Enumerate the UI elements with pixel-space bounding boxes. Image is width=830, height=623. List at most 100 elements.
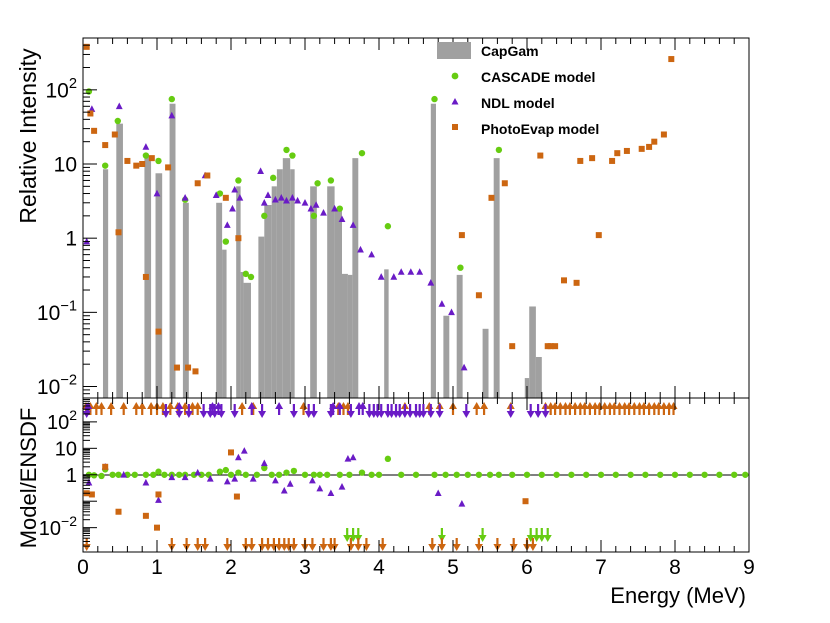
photoevap-upper-arrow-head xyxy=(193,402,202,409)
capgam-bar xyxy=(182,202,189,398)
top-y-tick-label: 10−1 xyxy=(37,298,77,324)
ndl-point xyxy=(407,268,415,275)
ratio-ndl-point xyxy=(168,473,176,481)
capgam-bar xyxy=(290,169,295,398)
photoevap-point xyxy=(235,235,242,242)
ndl-point xyxy=(181,194,189,201)
ratio-cascade-point xyxy=(464,471,471,478)
bottom-y-axis: 10−2 1 10 102 xyxy=(39,397,97,547)
cascade-point xyxy=(168,95,175,103)
ndl-point xyxy=(368,250,375,258)
photoevap-upper-arrow-head xyxy=(97,402,106,409)
photoevap-point xyxy=(91,127,98,134)
top-panel: 10−2 10−1 1 10 102 Relative Intensity CapGam… xyxy=(15,37,750,399)
photoevap-upper-arrow-head xyxy=(615,402,624,409)
cascade-lower-arrow-head xyxy=(532,535,541,542)
ndl-point xyxy=(264,191,272,198)
capgam-bar xyxy=(342,273,348,398)
capgam-bar xyxy=(430,103,436,399)
legend-marker-ndl xyxy=(451,98,459,105)
ndl-lower-arrow-head xyxy=(217,411,226,418)
top-y-axis: 10−2 10−1 1 10 102 xyxy=(37,37,97,399)
bottom-y-tick-label: 102 xyxy=(47,407,77,434)
ratio-cascade-point xyxy=(486,471,494,478)
capgam-bar xyxy=(456,274,463,398)
capgam-bar xyxy=(384,269,389,398)
ratio-ndl-point xyxy=(231,475,239,482)
legend-label-cascade: CASCADE model xyxy=(481,69,595,85)
ndl-lower-arrow-head xyxy=(541,411,550,418)
ratio-cascade-point xyxy=(115,471,122,478)
ratio-cascade-point xyxy=(227,471,235,478)
photoevap-point xyxy=(194,180,201,187)
ratio-photoevap-point xyxy=(142,512,149,519)
photoevap-lower-arrow-head xyxy=(437,544,446,551)
ratio-photoevap-point xyxy=(522,498,529,505)
ratio-photoevap-point xyxy=(155,491,162,498)
ndl-point xyxy=(115,102,123,110)
ndl-point xyxy=(289,194,296,201)
photoevap-lower-arrow-head xyxy=(362,544,371,551)
ratio-cascade-point xyxy=(324,471,331,478)
ratio-cascade-point xyxy=(553,471,560,478)
capgam-bar xyxy=(282,158,291,398)
cascade-lower-arrow-head xyxy=(349,535,358,542)
ratio-cascade-point xyxy=(242,471,249,478)
photoevap-lower-arrow-head xyxy=(452,544,461,551)
photoevap-point xyxy=(577,157,584,164)
ratio-cascade-point xyxy=(222,466,230,474)
ndl-point xyxy=(236,194,244,201)
capgam-bar xyxy=(352,158,359,398)
ratio-cascade-point xyxy=(283,469,290,476)
ndl-lower-arrow-head xyxy=(161,411,170,418)
ratio-cascade-point xyxy=(384,455,392,463)
x-tick-label: 2 xyxy=(225,556,237,579)
photoevap-lower-arrow-head xyxy=(289,544,298,551)
capgam-bar xyxy=(529,306,536,398)
photoevap-lower-arrow-head xyxy=(528,544,537,551)
ratio-ndl-point xyxy=(349,453,357,461)
ndl-lower-arrow-head xyxy=(426,411,435,418)
photoevap-point xyxy=(638,145,645,152)
photoevap-lower-arrow-head xyxy=(264,544,272,551)
photoevap-markers xyxy=(83,43,675,375)
x-tick-label: 1 xyxy=(151,556,163,579)
photoevap-point xyxy=(651,138,658,145)
photoevap-lower-arrow-head xyxy=(308,544,317,551)
ratio-cascade-point xyxy=(627,471,634,478)
capgam-bar xyxy=(327,186,335,398)
ratio-cascade-point xyxy=(290,467,298,475)
photoevap-upper-arrow-head xyxy=(119,402,128,409)
ratio-cascade-point xyxy=(358,469,366,476)
ratio-cascade-point xyxy=(701,471,708,478)
capgam-bar xyxy=(216,202,223,398)
ratio-cascade-point xyxy=(368,471,375,478)
ndl-lower-arrow-head xyxy=(395,411,404,418)
ratio-ndl-point xyxy=(235,453,242,461)
ndl-lower-arrow-head xyxy=(462,411,471,418)
cascade-point xyxy=(457,264,464,271)
photoevap-lower-arrow-head xyxy=(247,544,256,551)
capgam-bar xyxy=(236,186,241,398)
cascade-lower-arrow-head xyxy=(543,535,552,542)
photoevap-upper-arrow-head xyxy=(299,402,308,409)
photoevap-point xyxy=(589,155,596,162)
ratio-cascade-point xyxy=(176,471,183,478)
cascade-point xyxy=(289,152,296,159)
photoevap-upper-arrow-head xyxy=(480,402,489,409)
cascade-point xyxy=(216,190,224,197)
ratio-ndl-point xyxy=(327,489,335,497)
top-x-axis-ticks xyxy=(82,38,750,398)
x-tick-label: 8 xyxy=(669,556,681,579)
ndl-point xyxy=(312,201,320,208)
photoevap-upper-arrow-head xyxy=(565,402,574,409)
ndl-point xyxy=(294,196,301,204)
cascade-point xyxy=(155,157,162,165)
limit-arrows xyxy=(81,402,678,551)
photoevap-point xyxy=(124,157,131,164)
ndl-lower-arrow-head xyxy=(526,411,535,418)
cascade-point xyxy=(222,238,230,245)
cascade-point xyxy=(269,174,277,182)
ndl-point xyxy=(223,221,231,228)
